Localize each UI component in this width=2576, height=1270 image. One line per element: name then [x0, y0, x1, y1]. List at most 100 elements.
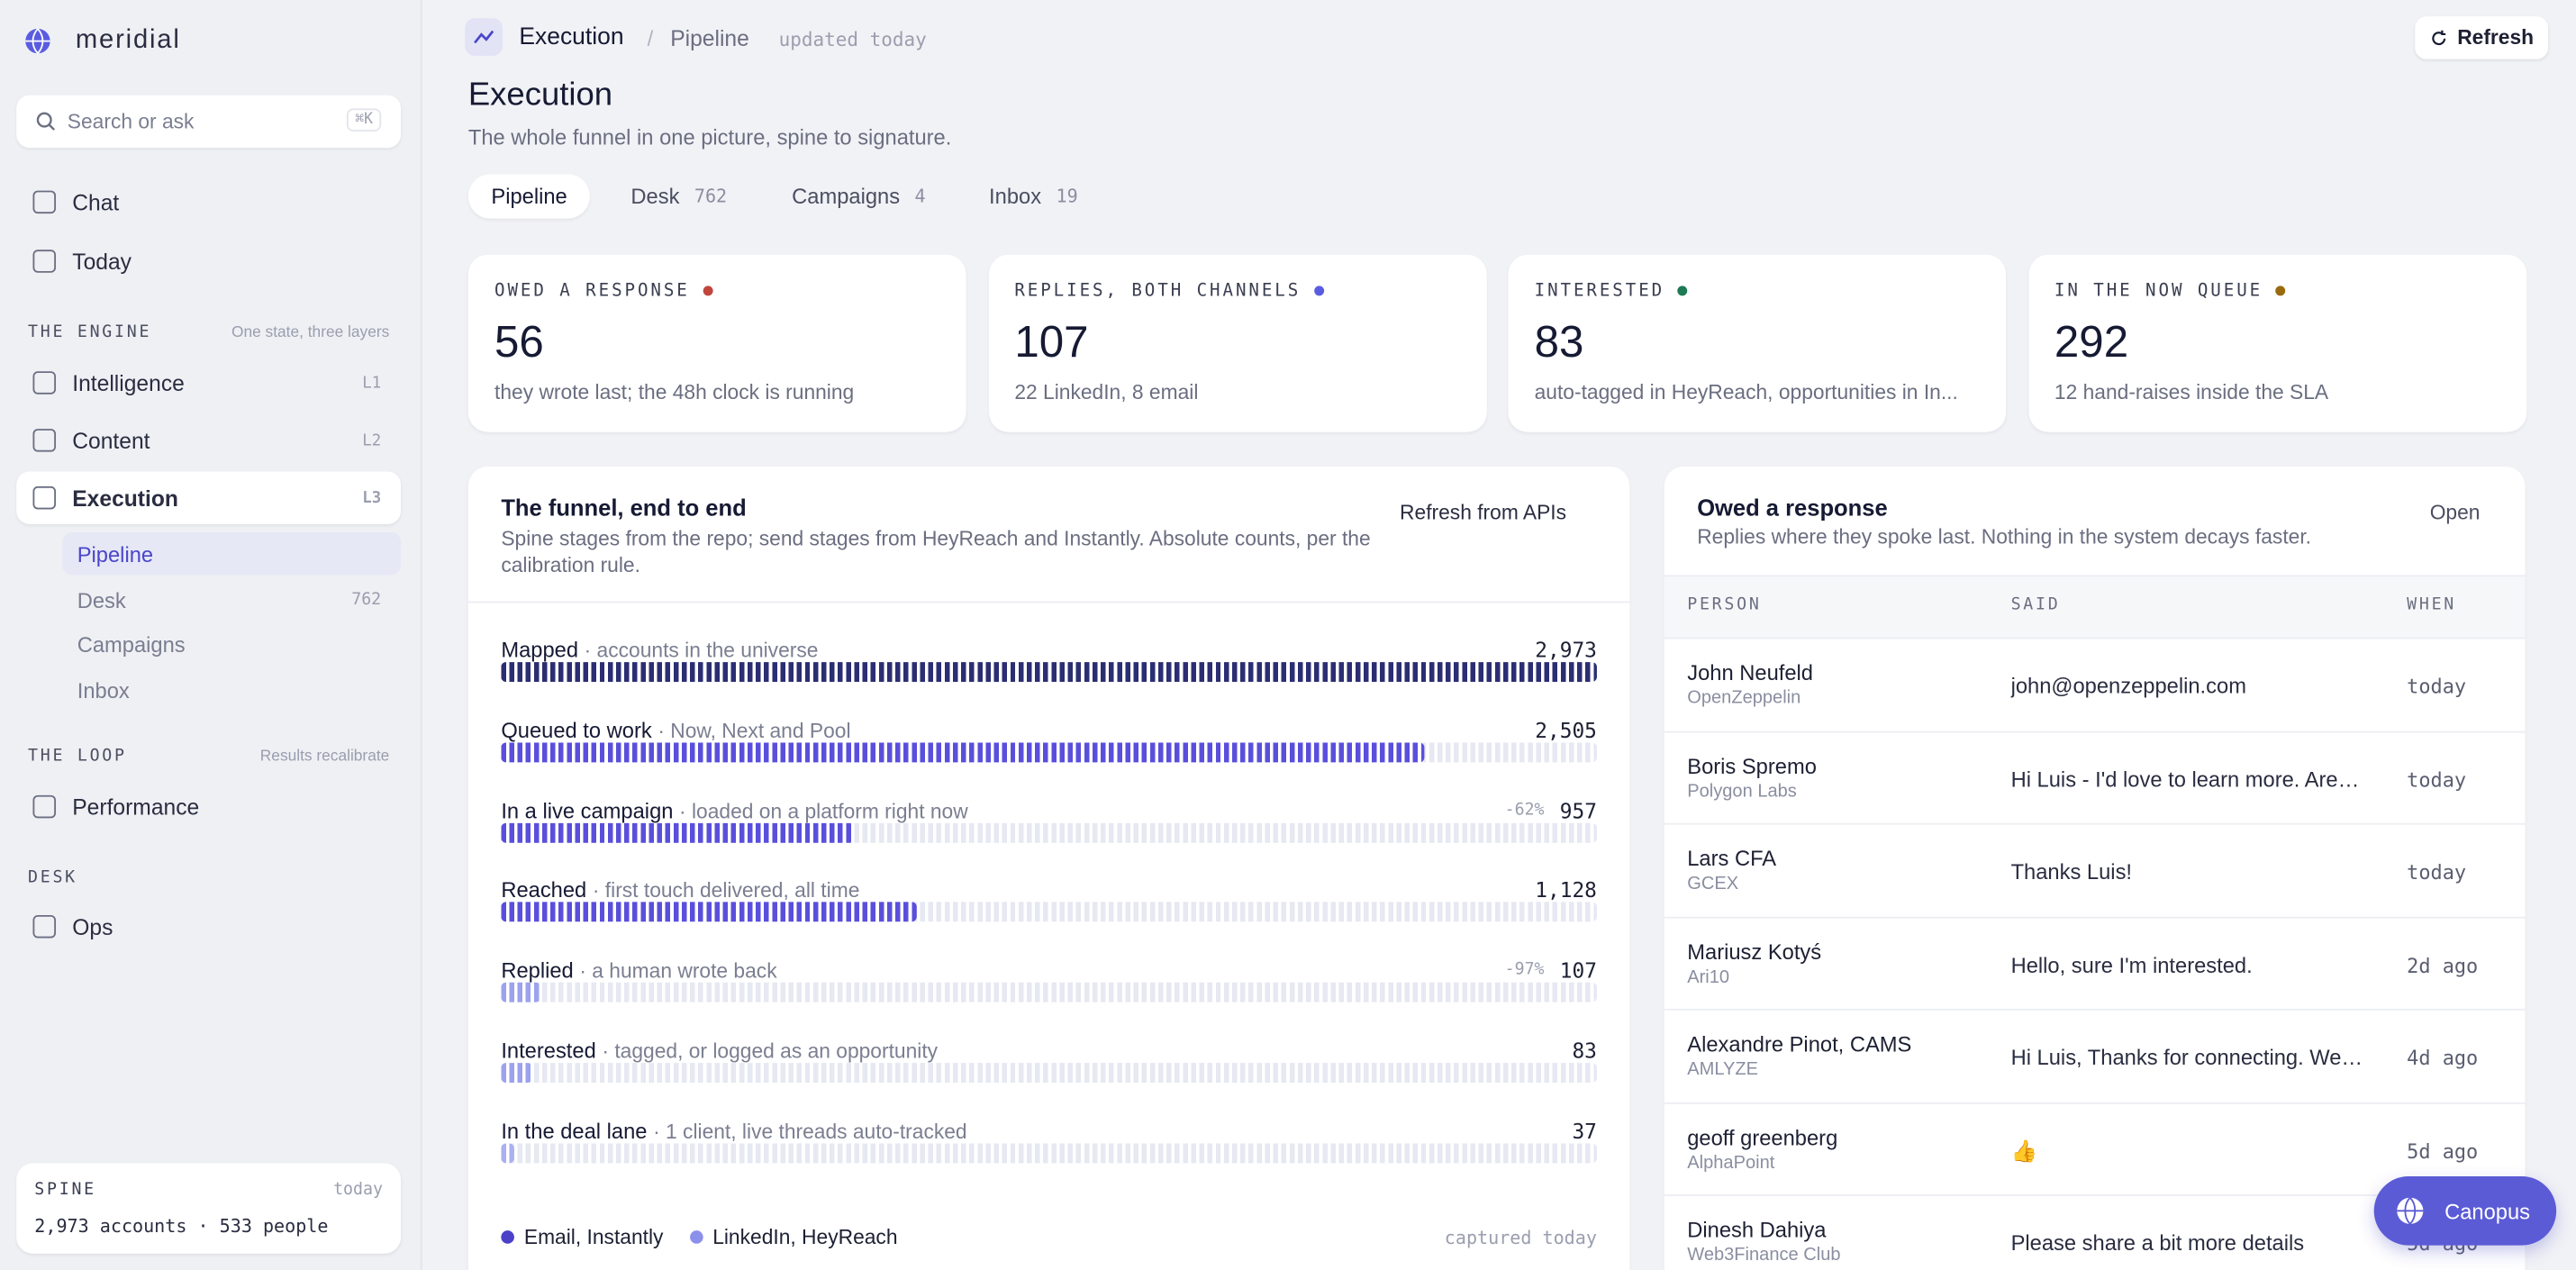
table-row[interactable]: Boris Spremo Polygon Labs Hi Luis - I'd lo…: [1664, 730, 2526, 824]
section-label: DESK: [28, 868, 77, 887]
kpi-label-text: IN THE NOW QUEUE: [2054, 280, 2263, 301]
stage-bar: [501, 903, 917, 922]
stage-bar: [501, 1063, 532, 1084]
stage-value: 1,128: [1535, 877, 1597, 903]
subnav-label: Inbox: [77, 677, 130, 703]
owed-action[interactable]: Open: [2429, 501, 2481, 524]
page-subtitle: The whole funnel in one picture, spine t…: [467, 124, 952, 150]
nav-label: Ops: [72, 914, 113, 939]
owed-subtitle: Replies where they spoke last. Nothing i…: [1697, 525, 2312, 549]
table-row[interactable]: geoff greenberg AlphaPoint 👍 5d ago: [1664, 1101, 2526, 1195]
tab[interactable]: Campaigns 4: [769, 174, 949, 218]
nav-item[interactable]: Today: [16, 235, 401, 287]
stage-note: · loaded on a platform right now: [679, 799, 968, 823]
table-row[interactable]: Lars CFA GCEX Thanks Luis! today: [1664, 822, 2526, 917]
nav-item[interactable]: Content L2: [16, 414, 401, 467]
tab[interactable]: Desk 762: [608, 174, 750, 218]
spine-card: SPINE today 2,973 accounts · 533 people: [16, 1163, 402, 1254]
stage-name: In the deal lane: [501, 1118, 648, 1144]
kpi-card: INTERESTED 83 auto-tagged in HeyReach, opp…: [1508, 254, 2007, 432]
nav-item[interactable]: Ops: [16, 901, 401, 953]
nav-icon: [32, 485, 57, 510]
stage-value: 2,505: [1535, 717, 1597, 743]
nav-item[interactable]: Execution L3: [16, 471, 402, 524]
nav-item[interactable]: Chat: [16, 176, 401, 228]
nav-label: Execution: [72, 485, 178, 511]
brand-logo: [25, 28, 50, 54]
updated: updated today: [778, 28, 927, 51]
nav-item[interactable]: Performance: [16, 780, 401, 832]
subnav-item[interactable]: Desk 762: [62, 578, 401, 621]
funnel-stage: Mapped · accounts in the universe 2,973: [501, 638, 1597, 703]
person-org: OpenZeppelin: [1687, 688, 1801, 709]
subnav-item[interactable]: Inbox: [62, 668, 401, 711]
stage-name: Mapped: [501, 637, 579, 663]
funnel-action[interactable]: Refresh from APIs: [1400, 501, 1567, 524]
page-title: Execution: [467, 77, 613, 113]
stage-note: · 1 client, live threads auto-tracked: [653, 1120, 967, 1144]
kpi-value: 107: [1014, 317, 1089, 367]
kpi-label-text: INTERESTED: [1534, 280, 1665, 301]
person-name: Dinesh Dahiya: [1687, 1217, 1827, 1242]
search[interactable]: Search or ask ⌘K: [16, 95, 402, 149]
person-name: Boris Spremo: [1687, 753, 1817, 778]
nav-icon: [32, 429, 57, 452]
tab[interactable]: Pipeline: [467, 174, 591, 219]
stage-value: 37: [1572, 1118, 1597, 1144]
subnav-item[interactable]: Pipeline: [62, 531, 402, 576]
legend-item: LinkedIn, HeyReach: [689, 1225, 898, 1249]
kpi-card: REPLIES, BOTH CHANNELS 107 22 LinkedIn, 8 …: [988, 254, 1486, 432]
person-name: Lars CFA: [1687, 846, 1777, 871]
search-icon: [36, 112, 56, 131]
table-header: [1664, 575, 2526, 640]
when: 4d ago: [2407, 1046, 2479, 1070]
section-label: THE ENGINE: [28, 323, 152, 342]
stage-bar: [501, 983, 541, 1002]
tab[interactable]: Inbox 19: [966, 174, 1102, 218]
said: Thanks Luis!: [2010, 858, 2133, 884]
nav-label: Chat: [72, 189, 120, 215]
nav-item[interactable]: Intelligence L1: [16, 357, 401, 409]
section-note: Results recalibrate: [259, 747, 390, 766]
crumb: Execution: [519, 24, 624, 51]
funnel-stage: Interested · tagged, or logged as an opp…: [501, 1039, 1597, 1104]
stage-delta: -97%: [1504, 961, 1545, 980]
funnel-stage: Replied · a human wrote back 107 -97%: [501, 958, 1597, 1024]
kpi-desc: they wrote last; the 48h clock is runnin…: [494, 381, 855, 404]
stage-note: · tagged, or logged as an opportunity: [602, 1039, 939, 1064]
legend-item: Email, Instantly: [501, 1226, 663, 1248]
column-header: PERSON: [1687, 596, 1762, 615]
stage-title: Replied · a human wrote back: [501, 958, 776, 983]
kpi-dot: [1677, 286, 1688, 296]
nav-icon: [32, 794, 57, 819]
funnel-title: The funnel, end to end: [501, 494, 747, 522]
kpi-value: 56: [494, 317, 544, 367]
said: 👍: [2010, 1138, 2038, 1163]
kpi-value: 292: [2054, 317, 2129, 367]
table-row[interactable]: Mariusz Kotyś Ari10 Hello, sure I'm intere…: [1664, 915, 2526, 1010]
kpi-label: OWED A RESPONSE: [494, 281, 713, 301]
when: 2d ago: [2407, 953, 2479, 977]
legend-label: LinkedIn, HeyReach: [712, 1225, 898, 1249]
subnav-item[interactable]: Campaigns: [62, 622, 401, 665]
legend-dot: [689, 1230, 703, 1244]
kpi-value: 83: [1534, 317, 1584, 367]
funnel-stage: Reached · first touch delivered, all tim…: [501, 878, 1597, 944]
kpi-label: IN THE NOW QUEUE: [2054, 281, 2286, 301]
nav-icon: [32, 190, 57, 214]
refresh-button[interactable]: Refresh: [2415, 16, 2549, 59]
tab-count: 762: [694, 186, 728, 207]
assistant-button[interactable]: Canopus: [2373, 1175, 2557, 1246]
subnav-label: Desk: [77, 587, 126, 612]
column-header: SAID: [2010, 596, 2061, 615]
legend-dot: [501, 1230, 514, 1244]
crumb-page: Pipeline: [670, 26, 749, 51]
table-row[interactable]: Alexandre Pinot, CAMS AMLYZE Hi Luis, Than…: [1664, 1008, 2526, 1102]
stage-track: [501, 822, 1597, 842]
stage-title: In the deal lane · 1 client, live thread…: [501, 1119, 966, 1143]
table-row[interactable]: John Neufeld OpenZeppelin john@openzeppeli…: [1664, 637, 2526, 731]
kpi-desc: 12 hand-raises inside the SLA: [2054, 381, 2329, 404]
stage-name: In a live campaign: [501, 797, 674, 823]
stage-bar: [501, 742, 1425, 762]
